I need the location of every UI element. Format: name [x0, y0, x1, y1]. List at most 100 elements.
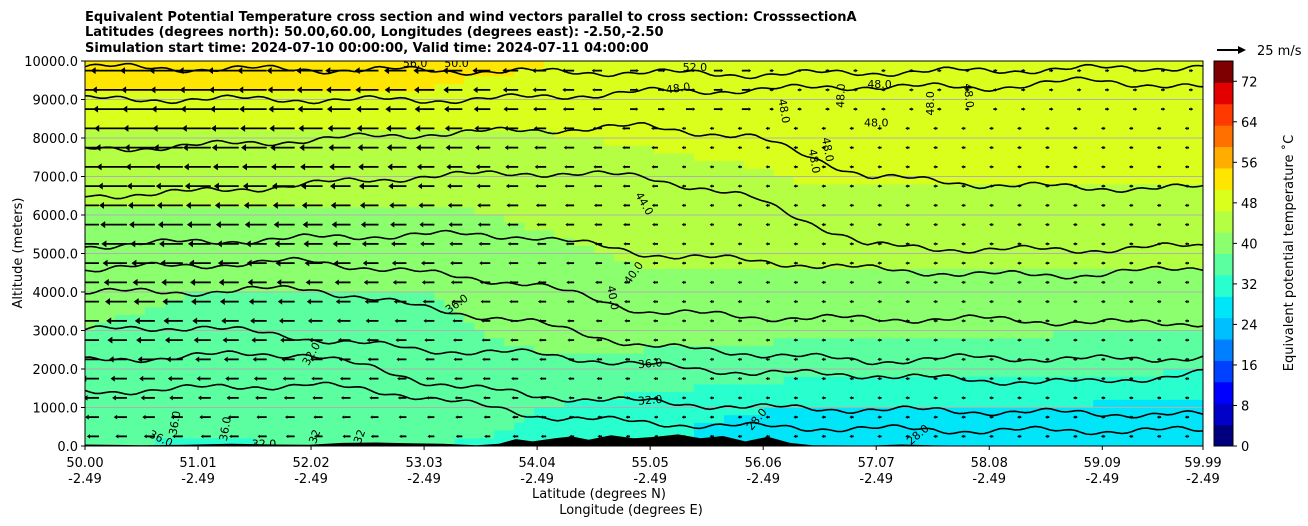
field-cell	[224, 338, 236, 347]
field-cell	[154, 222, 166, 231]
field-cell	[933, 430, 945, 439]
field-cell	[624, 76, 635, 85]
field-cell	[494, 138, 505, 147]
field-cell	[923, 107, 935, 116]
field-cell	[85, 430, 96, 439]
field-cell	[893, 299, 905, 308]
field-cell	[903, 392, 915, 401]
field-cell	[1033, 76, 1044, 85]
field-cell	[174, 422, 186, 432]
field-cell	[344, 315, 356, 324]
field-cell	[1003, 276, 1014, 285]
field-cell	[903, 361, 915, 370]
field-cell	[1073, 268, 1084, 278]
field-cell	[773, 361, 785, 370]
field-cell	[164, 253, 176, 262]
field-cell	[853, 268, 865, 278]
field-cell	[903, 430, 915, 439]
field-cell	[184, 215, 196, 224]
field-cell	[853, 399, 865, 409]
field-cell	[913, 253, 925, 262]
field-cell	[873, 61, 885, 70]
field-cell	[1033, 330, 1044, 339]
field-cell	[1073, 284, 1084, 293]
field-cell	[174, 61, 186, 70]
field-cell	[943, 299, 955, 308]
field-cell	[683, 245, 695, 255]
field-cell	[184, 91, 196, 101]
field-cell	[793, 353, 805, 362]
field-cell	[1063, 299, 1074, 308]
field-cell	[344, 207, 356, 216]
field-cell	[703, 376, 715, 385]
field-cell	[753, 207, 765, 216]
field-cell	[404, 191, 416, 201]
field-cell	[833, 299, 845, 308]
field-cell	[344, 415, 356, 424]
field-cell	[514, 238, 525, 247]
field-cell	[823, 61, 835, 70]
field-cell	[983, 145, 994, 154]
field-cell	[913, 207, 925, 216]
field-cell	[574, 369, 585, 378]
field-cell	[1033, 299, 1044, 308]
field-cell	[124, 438, 136, 446]
field-cell	[274, 268, 286, 278]
field-cell	[883, 168, 895, 178]
field-cell	[703, 315, 715, 324]
field-cell	[733, 284, 745, 293]
field-cell	[204, 161, 216, 170]
field-cell	[803, 145, 815, 154]
field-cell	[823, 253, 835, 262]
field-cell	[1063, 399, 1074, 409]
field-cell	[614, 245, 625, 255]
field-cell	[534, 238, 545, 247]
field-cell	[104, 361, 116, 370]
field-cell	[773, 392, 785, 401]
field-cell	[94, 307, 106, 316]
field-cell	[1013, 176, 1024, 185]
field-cell	[963, 222, 975, 231]
field-cell	[873, 245, 885, 255]
field-cell	[843, 91, 855, 101]
field-cell	[893, 168, 905, 178]
field-cell	[1003, 268, 1014, 278]
field-cell	[304, 315, 316, 324]
field-cell	[504, 207, 515, 216]
field-cell	[224, 345, 236, 355]
field-cell	[294, 353, 306, 362]
field-cell	[713, 384, 725, 393]
field-cell	[204, 399, 216, 409]
field-cell	[134, 130, 146, 139]
field-cell	[314, 61, 326, 70]
field-cell	[434, 184, 445, 193]
field-cell	[324, 268, 336, 278]
field-cell	[474, 184, 485, 193]
field-cell	[773, 61, 785, 70]
field-cell	[893, 268, 905, 278]
field-cell	[773, 407, 785, 416]
field-cell	[554, 330, 565, 339]
field-cell	[903, 245, 915, 255]
field-cell	[464, 369, 475, 378]
field-cell	[723, 238, 735, 247]
field-cell	[614, 130, 625, 139]
field-cell	[773, 253, 785, 262]
field-cell	[314, 76, 326, 85]
field-cell	[833, 61, 845, 70]
field-cell	[404, 292, 416, 301]
field-cell	[614, 376, 625, 385]
field-cell	[673, 392, 685, 401]
field-cell	[324, 253, 336, 262]
field-cell	[813, 284, 825, 293]
field-cell	[983, 438, 994, 446]
field-cell	[254, 322, 266, 332]
field-cell	[693, 107, 705, 116]
field-cell	[214, 114, 226, 124]
field-cell	[634, 99, 645, 108]
field-cell	[94, 207, 106, 216]
field-cell	[733, 184, 745, 193]
field-cell	[1023, 230, 1034, 239]
field-cell	[873, 322, 885, 332]
field-cell	[244, 361, 256, 370]
